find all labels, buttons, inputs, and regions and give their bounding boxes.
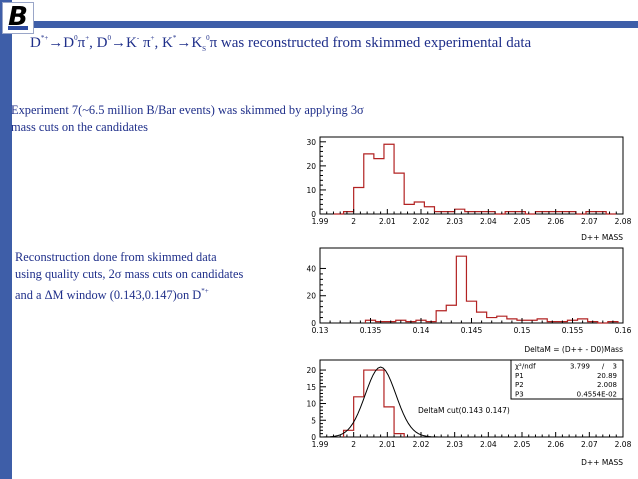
- fit-stats-box: [510, 359, 624, 400]
- x-axis-label: D++ MASS: [581, 458, 623, 467]
- y-tick-label: 10: [306, 186, 316, 195]
- x-tick-label: 2.02: [413, 217, 430, 226]
- skim-description-line1: Experiment 7(~6.5 million B/Bar events) …: [11, 103, 364, 117]
- x-tick-label: 2.05: [514, 217, 531, 226]
- x-tick-label: 2.07: [581, 217, 598, 226]
- reconstruction-line3: and a ΔM window (0.143,0.147)on D*+: [15, 287, 209, 302]
- x-tick-label: 0.145: [461, 326, 483, 335]
- x-tick-label: 2.02: [413, 440, 430, 449]
- y-tick-label: 20: [306, 162, 316, 171]
- x-tick-label: 0.16: [615, 326, 632, 335]
- x-tick-label: 2: [351, 217, 356, 226]
- x-tick-label: 2.05: [514, 440, 531, 449]
- svg-text:B: B: [8, 3, 28, 32]
- y-tick-label: 15: [306, 383, 316, 392]
- x-axis-label: D++ MASS: [581, 233, 623, 242]
- histogram-outline: [342, 369, 405, 437]
- top-accent-bar: [33, 21, 638, 28]
- y-tick-label: 20: [306, 292, 316, 301]
- y-tick-label: 0: [311, 433, 316, 442]
- x-tick-label: 2.04: [480, 217, 497, 226]
- x-tick-label: 1.99: [312, 440, 329, 449]
- fit-stat-value: 2.008: [597, 381, 617, 389]
- y-tick-label: 40: [306, 264, 316, 273]
- x-tick-label: 2: [351, 440, 356, 449]
- fit-stat-value: 20.89: [597, 372, 617, 380]
- y-tick-label: 0: [311, 319, 316, 328]
- babar-logo: B: [2, 2, 34, 34]
- x-tick-label: 2.06: [547, 217, 564, 226]
- y-tick-label: 10: [306, 400, 316, 409]
- x-tick-label: 0.155: [562, 326, 584, 335]
- x-tick-label: 2.07: [581, 440, 598, 449]
- skim-description-line2: mass cuts on the candidates: [11, 120, 148, 134]
- reconstruction-line2: using quality cuts, 2σ mass cuts on cand…: [15, 267, 244, 281]
- fit-stat-label: χ²/ndf: [515, 363, 536, 371]
- x-tick-label: 0.135: [360, 326, 382, 335]
- fit-stat-value: 3.799: [570, 363, 590, 371]
- fit-stat-value: 0.4554E-02: [577, 390, 617, 398]
- x-axis-label: DeltaM = (D++ - D0)Mass: [524, 345, 623, 354]
- x-tick-label: 2.06: [547, 440, 564, 449]
- y-tick-label: 0: [311, 210, 316, 219]
- histogram-outline: [333, 143, 617, 215]
- x-tick-label: 2.01: [379, 217, 396, 226]
- delta-m-cut-annotation: DeltaM cut(0.143 0.147): [418, 406, 510, 415]
- y-tick-label: 20: [306, 366, 316, 375]
- x-tick-label: 0.13: [312, 326, 329, 335]
- fit-stat-ndf: 3: [613, 363, 617, 371]
- x-tick-label: 1.99: [312, 217, 329, 226]
- x-tick-label: 2.08: [615, 217, 632, 226]
- y-tick-label: 30: [306, 138, 316, 147]
- reconstruction-line1: Reconstruction done from skimmed data: [15, 250, 217, 264]
- x-tick-label: 0.14: [413, 326, 430, 335]
- histogram-outline: [364, 255, 619, 324]
- x-tick-label: 2.04: [480, 440, 497, 449]
- gaussian-fit-curve: [319, 366, 623, 438]
- reconstruction-description: Reconstruction done from skimmed data us…: [15, 249, 243, 304]
- slide-title: D*+→D0π+, D0→K- π+, K*→KS0π was reconstr…: [30, 34, 532, 53]
- y-tick-label: 5: [311, 416, 316, 425]
- fit-stat-slash: /: [602, 363, 605, 371]
- fit-stat-label: P1: [515, 372, 524, 380]
- x-tick-label: 2.03: [446, 440, 463, 449]
- left-accent-bar: [0, 0, 12, 479]
- fit-stat-label: P3: [515, 390, 524, 398]
- fit-stat-label: P2: [515, 381, 524, 389]
- x-tick-label: 0.15: [514, 326, 531, 335]
- skim-description: Experiment 7(~6.5 million B/Bar events) …: [11, 102, 364, 136]
- x-tick-label: 2.03: [446, 217, 463, 226]
- x-tick-label: 2.01: [379, 440, 396, 449]
- x-tick-label: 2.08: [615, 440, 632, 449]
